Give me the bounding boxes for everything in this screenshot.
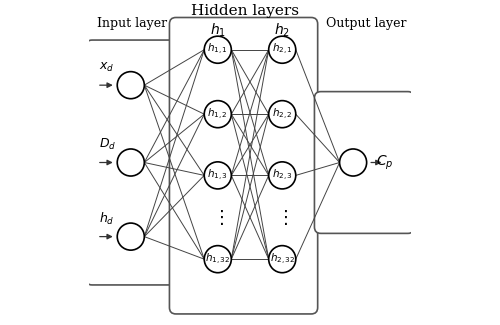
- Text: $h_{2,3}$: $h_{2,3}$: [272, 168, 292, 183]
- FancyBboxPatch shape: [170, 18, 318, 314]
- Text: $h_1$: $h_1$: [210, 22, 226, 39]
- Text: $D_d$: $D_d$: [98, 137, 116, 152]
- Text: $\vdots$: $\vdots$: [212, 208, 224, 227]
- FancyBboxPatch shape: [314, 92, 414, 233]
- Text: $h_d$: $h_d$: [98, 211, 114, 227]
- Text: $\vdots$: $\vdots$: [276, 208, 288, 227]
- Text: $h_{2,1}$: $h_{2,1}$: [272, 42, 292, 57]
- Text: Hidden layers: Hidden layers: [191, 4, 299, 18]
- Circle shape: [204, 246, 232, 273]
- Circle shape: [204, 162, 232, 189]
- Circle shape: [340, 149, 366, 176]
- Circle shape: [268, 101, 296, 128]
- Text: Output layer: Output layer: [326, 18, 406, 31]
- Text: $h_{1,3}$: $h_{1,3}$: [208, 168, 229, 183]
- FancyBboxPatch shape: [86, 40, 178, 285]
- Text: $h_2$: $h_2$: [274, 22, 290, 39]
- Text: $h_{1,2}$: $h_{1,2}$: [208, 107, 228, 122]
- Circle shape: [204, 36, 232, 63]
- Circle shape: [117, 149, 144, 176]
- Text: $h_{2,32}$: $h_{2,32}$: [270, 252, 295, 267]
- Text: Input layer: Input layer: [98, 18, 168, 31]
- Text: $h_{1,32}$: $h_{1,32}$: [205, 252, 231, 267]
- Circle shape: [268, 162, 296, 189]
- Text: $h_{1,1}$: $h_{1,1}$: [208, 42, 228, 57]
- Circle shape: [268, 36, 296, 63]
- Circle shape: [204, 101, 232, 128]
- Text: $x_d$: $x_d$: [98, 61, 114, 74]
- Circle shape: [117, 223, 144, 250]
- Circle shape: [117, 72, 144, 99]
- Circle shape: [268, 246, 296, 273]
- Text: $C_p$: $C_p$: [376, 153, 394, 172]
- Text: $h_{2,2}$: $h_{2,2}$: [272, 107, 292, 122]
